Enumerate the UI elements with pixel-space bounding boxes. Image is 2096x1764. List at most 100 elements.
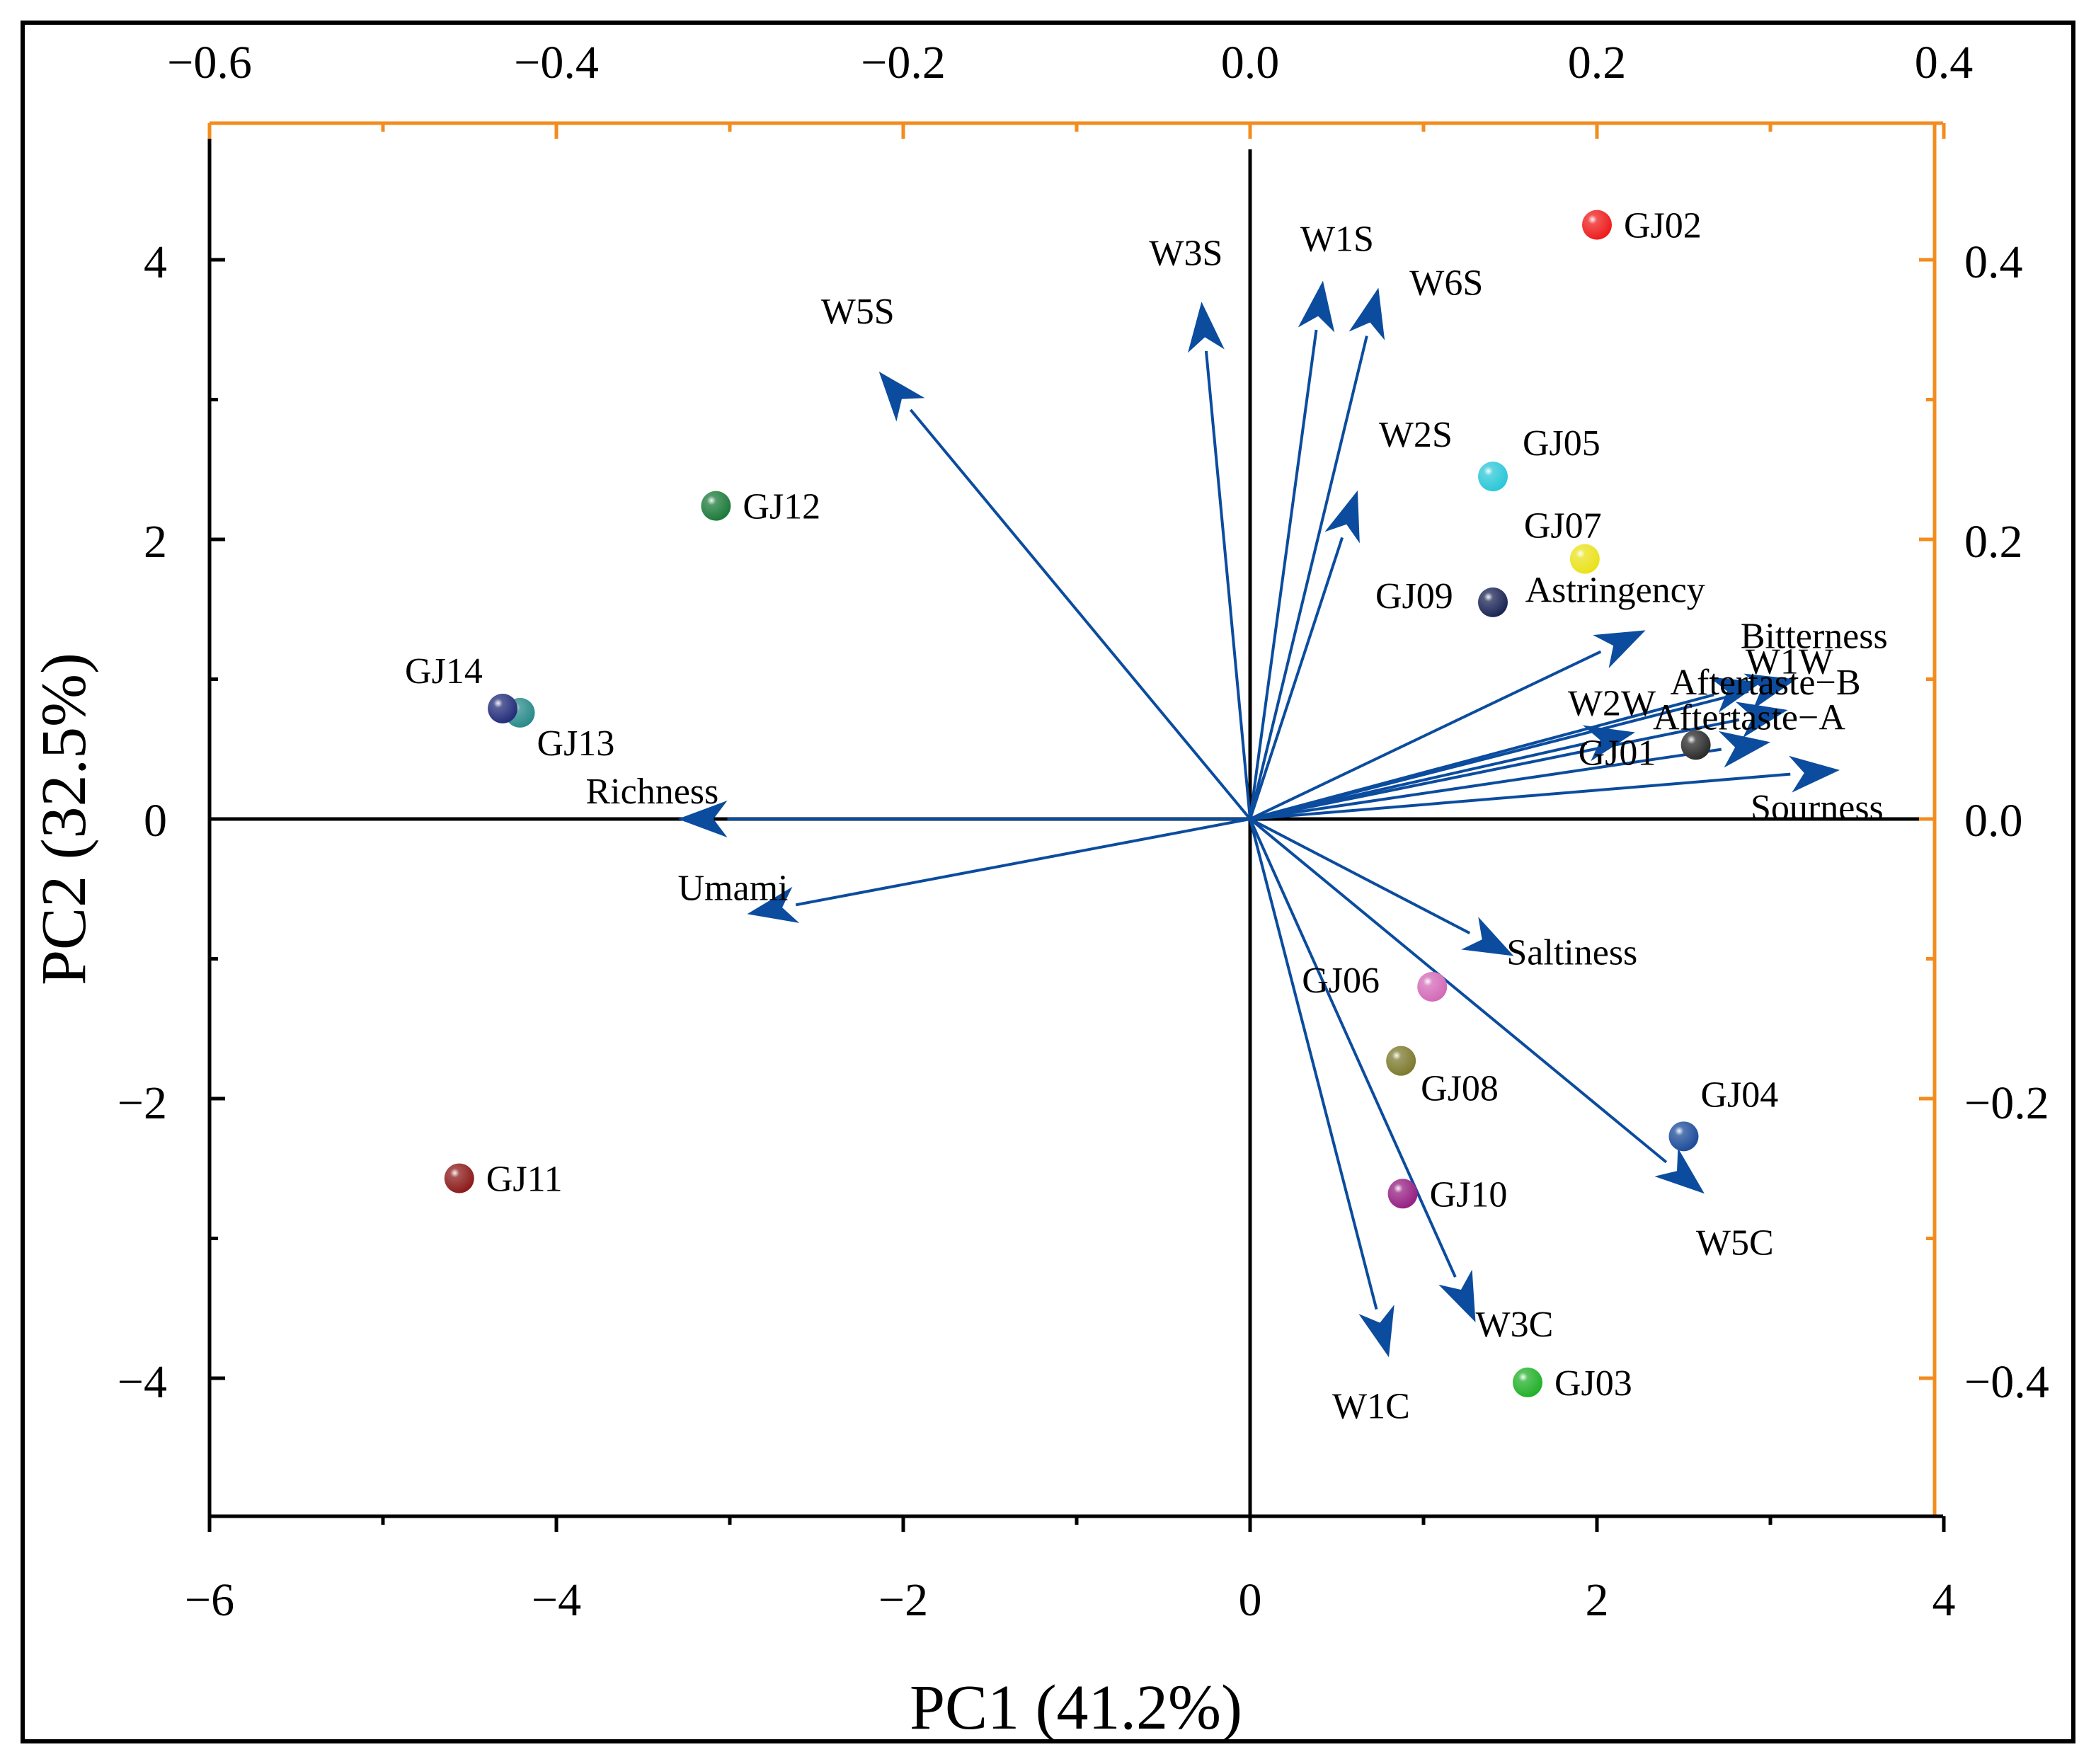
loading-label: W1C	[1332, 1386, 1410, 1426]
point-highlight	[701, 491, 731, 521]
loading-arrow-w1w	[1249, 689, 1749, 820]
loading-label: W6S	[1409, 263, 1483, 304]
arrowhead	[1593, 630, 1646, 668]
loading-label: Aftertaste−A	[1653, 697, 1845, 738]
right-tick-label: 0.0	[1964, 795, 2023, 847]
axis-ticks	[207, 123, 1946, 1532]
arrowhead	[1735, 701, 1788, 738]
arrowhead	[1461, 917, 1514, 956]
loading-arrow-w1s	[1249, 329, 1318, 820]
point-highlight	[1387, 1179, 1418, 1209]
axis-tick-labels: −6 −4 −2 0 2 4 −4 −2 0 2 4 −0.6 −0.4 −0.…	[118, 37, 2049, 1626]
loading-label: W1W	[1746, 642, 1833, 682]
loading-arrow-w6s	[1249, 336, 1368, 820]
sample-label: GJ14	[405, 651, 483, 692]
top-tick-label: 0.2	[1568, 37, 1627, 88]
x-tick-label: 0	[1239, 1574, 1262, 1626]
right-tick-label: −0.4	[1964, 1356, 2049, 1408]
arrowhead	[1743, 673, 1797, 710]
y-tick-label: −4	[118, 1356, 167, 1408]
sample-label: GJ11	[486, 1159, 563, 1200]
arrowhead	[1438, 1269, 1476, 1322]
loading-arrow-aftertaste-a	[1249, 748, 1722, 820]
y-tick-label: 0	[144, 795, 167, 847]
arrowhead	[1718, 731, 1770, 768]
x-tick-label: −2	[878, 1574, 928, 1626]
right-tick-label: 0.4	[1964, 236, 2023, 288]
loading-arrow-sourness	[1249, 772, 1791, 820]
loading-arrow-w1c	[1249, 818, 1378, 1310]
loading-label: Saltiness	[1506, 933, 1637, 973]
arrowhead	[1654, 1147, 1705, 1194]
arrowhead	[1324, 490, 1360, 544]
point-highlight	[1582, 210, 1612, 240]
loading-arrow-astringency	[1249, 650, 1602, 820]
loading-arrow-w5s	[909, 408, 1252, 820]
point-highlight	[1478, 462, 1508, 492]
arrowhead	[1789, 755, 1840, 793]
loading-label: Astringency	[1525, 570, 1705, 610]
arrowhead	[878, 372, 925, 422]
x-tick-label: 4	[1932, 1574, 1956, 1626]
arrowhead	[1582, 725, 1635, 762]
loading-label: W3C	[1476, 1305, 1554, 1345]
point-highlight	[1478, 587, 1508, 617]
right-tick-label: −0.2	[1964, 1077, 2049, 1129]
loading-label: W2W	[1568, 684, 1656, 724]
loading-label: Richness	[586, 772, 719, 812]
arrowhead	[1188, 302, 1225, 353]
point-highlight	[1680, 730, 1711, 760]
sample-label: GJ09	[1375, 576, 1453, 617]
point-highlight	[488, 693, 518, 723]
loading-arrow-aftertaste-b	[1249, 718, 1740, 820]
arrowhead	[1358, 1305, 1395, 1358]
loading-label: Sourness	[1751, 788, 1884, 828]
loading-label: W5C	[1696, 1222, 1774, 1263]
loading-arrow-w2s	[1249, 537, 1344, 820]
loading-arrow-w5c	[1249, 818, 1668, 1164]
sample-label: GJ04	[1701, 1075, 1779, 1115]
top-tick-label: 0.4	[1915, 37, 1974, 88]
loading-label: Umami	[678, 868, 789, 908]
sample-label: GJ10	[1430, 1174, 1508, 1215]
arrowhead	[747, 886, 800, 923]
sample-label: GJ13	[537, 723, 615, 764]
top-tick-label: −0.4	[514, 37, 599, 88]
point-highlight	[1417, 972, 1448, 1002]
y-tick-label: 4	[144, 236, 167, 288]
x-tick-label: −6	[185, 1574, 234, 1626]
top-tick-label: 0.0	[1221, 37, 1280, 88]
sample-label: GJ07	[1524, 506, 1602, 546]
loading-label: Bitterness	[1741, 616, 1888, 656]
loading-arrow-w3c	[1249, 818, 1457, 1278]
y-tick-label: −2	[118, 1077, 167, 1129]
loading-arrow-umami	[795, 818, 1251, 907]
x-tick-label: 2	[1586, 1574, 1609, 1626]
point-highlight	[1513, 1367, 1542, 1397]
loading-arrow-w3s	[1204, 350, 1252, 820]
x-tick-label: −4	[532, 1574, 581, 1626]
arrowhead	[1298, 280, 1335, 333]
loading-label: W2S	[1379, 415, 1453, 455]
top-tick-label: −0.2	[861, 37, 946, 88]
sample-label: GJ12	[743, 487, 820, 527]
sample-label: GJ02	[1624, 206, 1702, 246]
sample-label: GJ03	[1554, 1363, 1632, 1404]
y-axis-title: PC2 (32.5%)	[29, 653, 99, 985]
right-tick-label: 0.2	[1964, 516, 2023, 568]
point-highlight	[1386, 1046, 1416, 1076]
loading-arrow-saltiness	[1249, 818, 1471, 935]
point-highlight	[1668, 1121, 1699, 1152]
top-tick-label: −0.6	[167, 37, 252, 88]
sample-label: GJ01	[1579, 733, 1656, 773]
sample-label: GJ06	[1302, 961, 1380, 1001]
point-highlight	[444, 1163, 474, 1193]
sample-points: GJ01 GJ02 GJ03 GJ04 GJ05 GJ06 GJ07 GJ08 GJ09 GJ10…	[405, 206, 1778, 1404]
arrowhead	[677, 801, 728, 837]
figure-frame	[21, 21, 2075, 1743]
loading-label: W3S	[1149, 233, 1222, 273]
loading-label: Aftertaste−B	[1671, 663, 1861, 703]
loading-label: W5S	[821, 292, 895, 332]
